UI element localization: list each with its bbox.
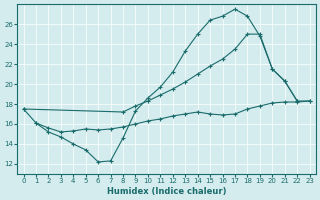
X-axis label: Humidex (Indice chaleur): Humidex (Indice chaleur) bbox=[107, 187, 226, 196]
